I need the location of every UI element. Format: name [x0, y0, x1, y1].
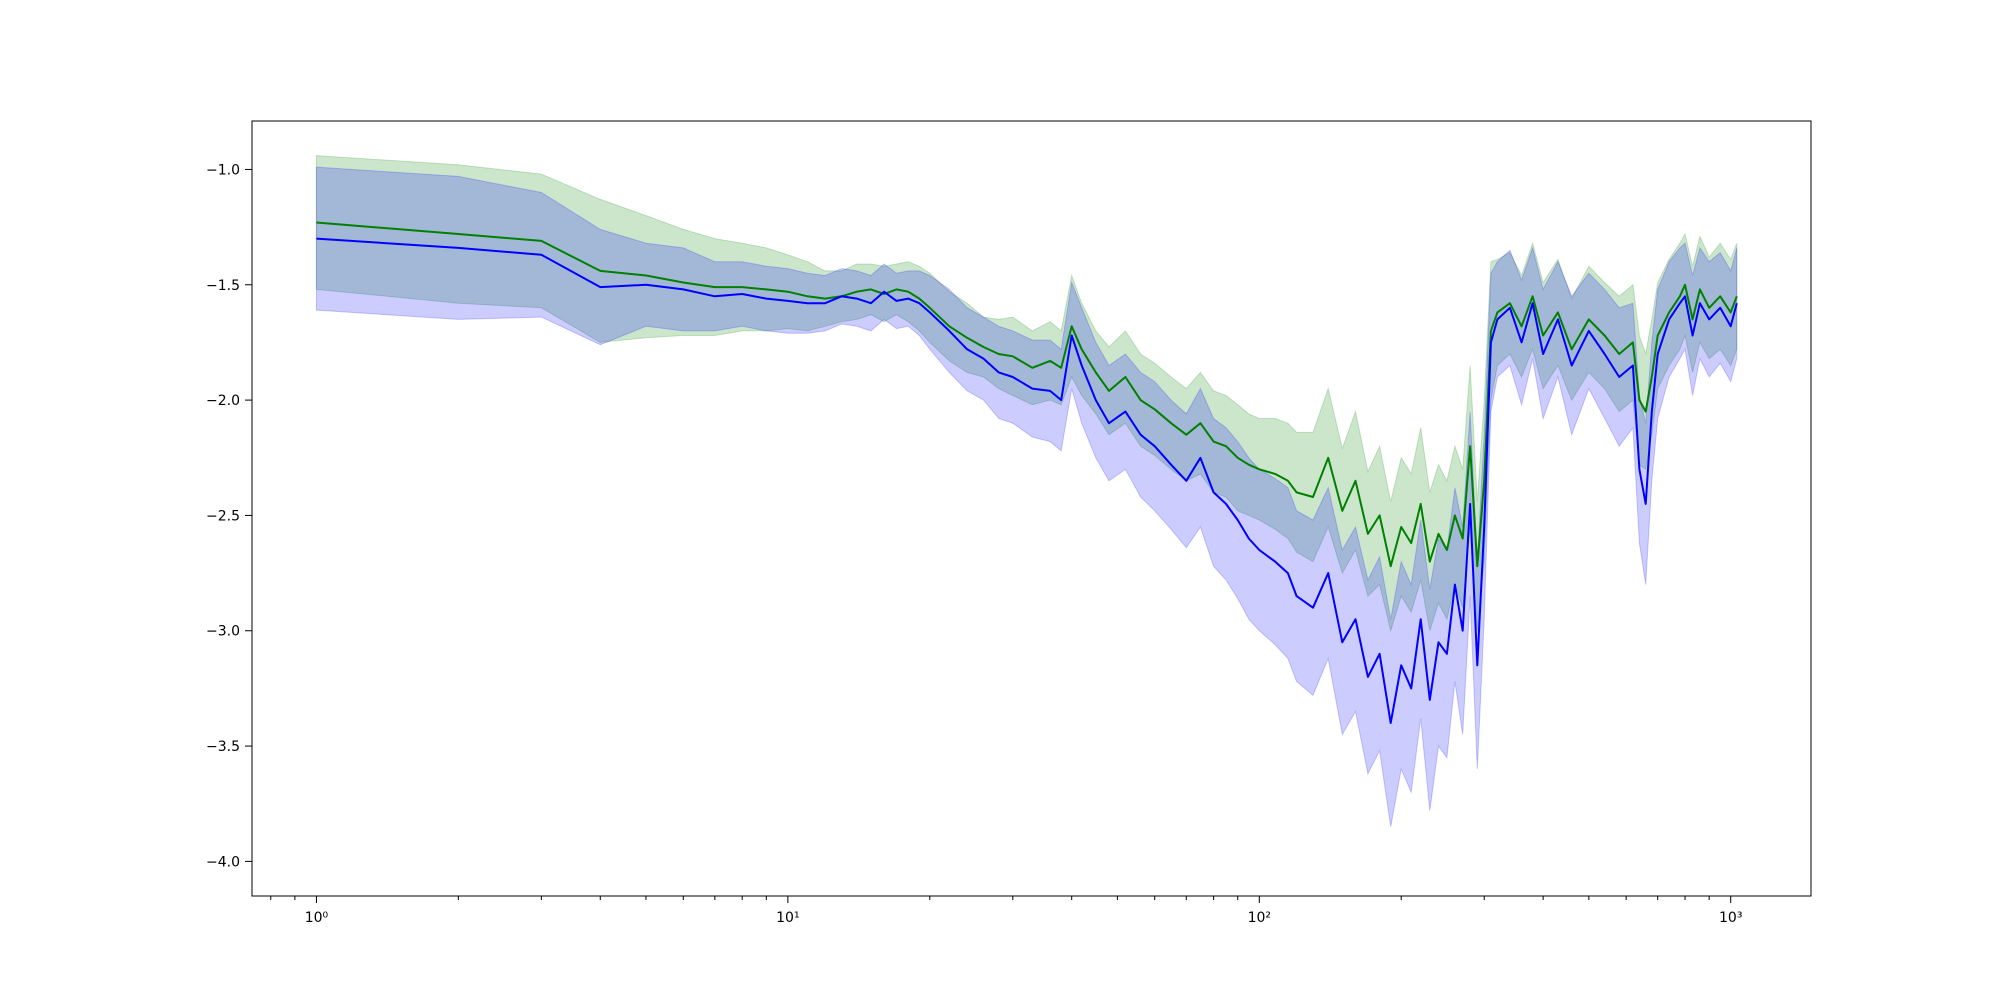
x-tick-label: 10¹ — [776, 910, 799, 926]
y-tick-label: −2.0 — [206, 393, 240, 409]
y-axis: −1.0 −1.5 −2.0 −2.5 −3.0 −3.5 −4.0 — [206, 162, 252, 870]
series-2-line — [316, 237, 1738, 724]
series-2-band — [315, 166, 1738, 827]
x-tick-label: 10⁰ — [305, 910, 329, 926]
y-tick-label: −3.0 — [206, 624, 240, 640]
x-tick-label: 10³ — [1719, 910, 1742, 926]
series-1-band — [315, 155, 1738, 633]
y-tick-label: −2.5 — [206, 508, 240, 524]
plot-frame — [251, 120, 1812, 897]
series-1-line — [316, 221, 1738, 568]
y-tick-label: −4.0 — [206, 854, 240, 870]
y-tick-label: −1.0 — [206, 162, 240, 178]
y-tick-label: −3.5 — [206, 739, 240, 755]
confidence-bands — [315, 155, 1738, 827]
x-axis: 10⁰ 10¹ 10² 10³ — [270, 896, 1742, 926]
x-tick-label: 10² — [1248, 910, 1271, 926]
series-lines — [316, 221, 1738, 724]
y-tick-label: −1.5 — [206, 278, 240, 294]
